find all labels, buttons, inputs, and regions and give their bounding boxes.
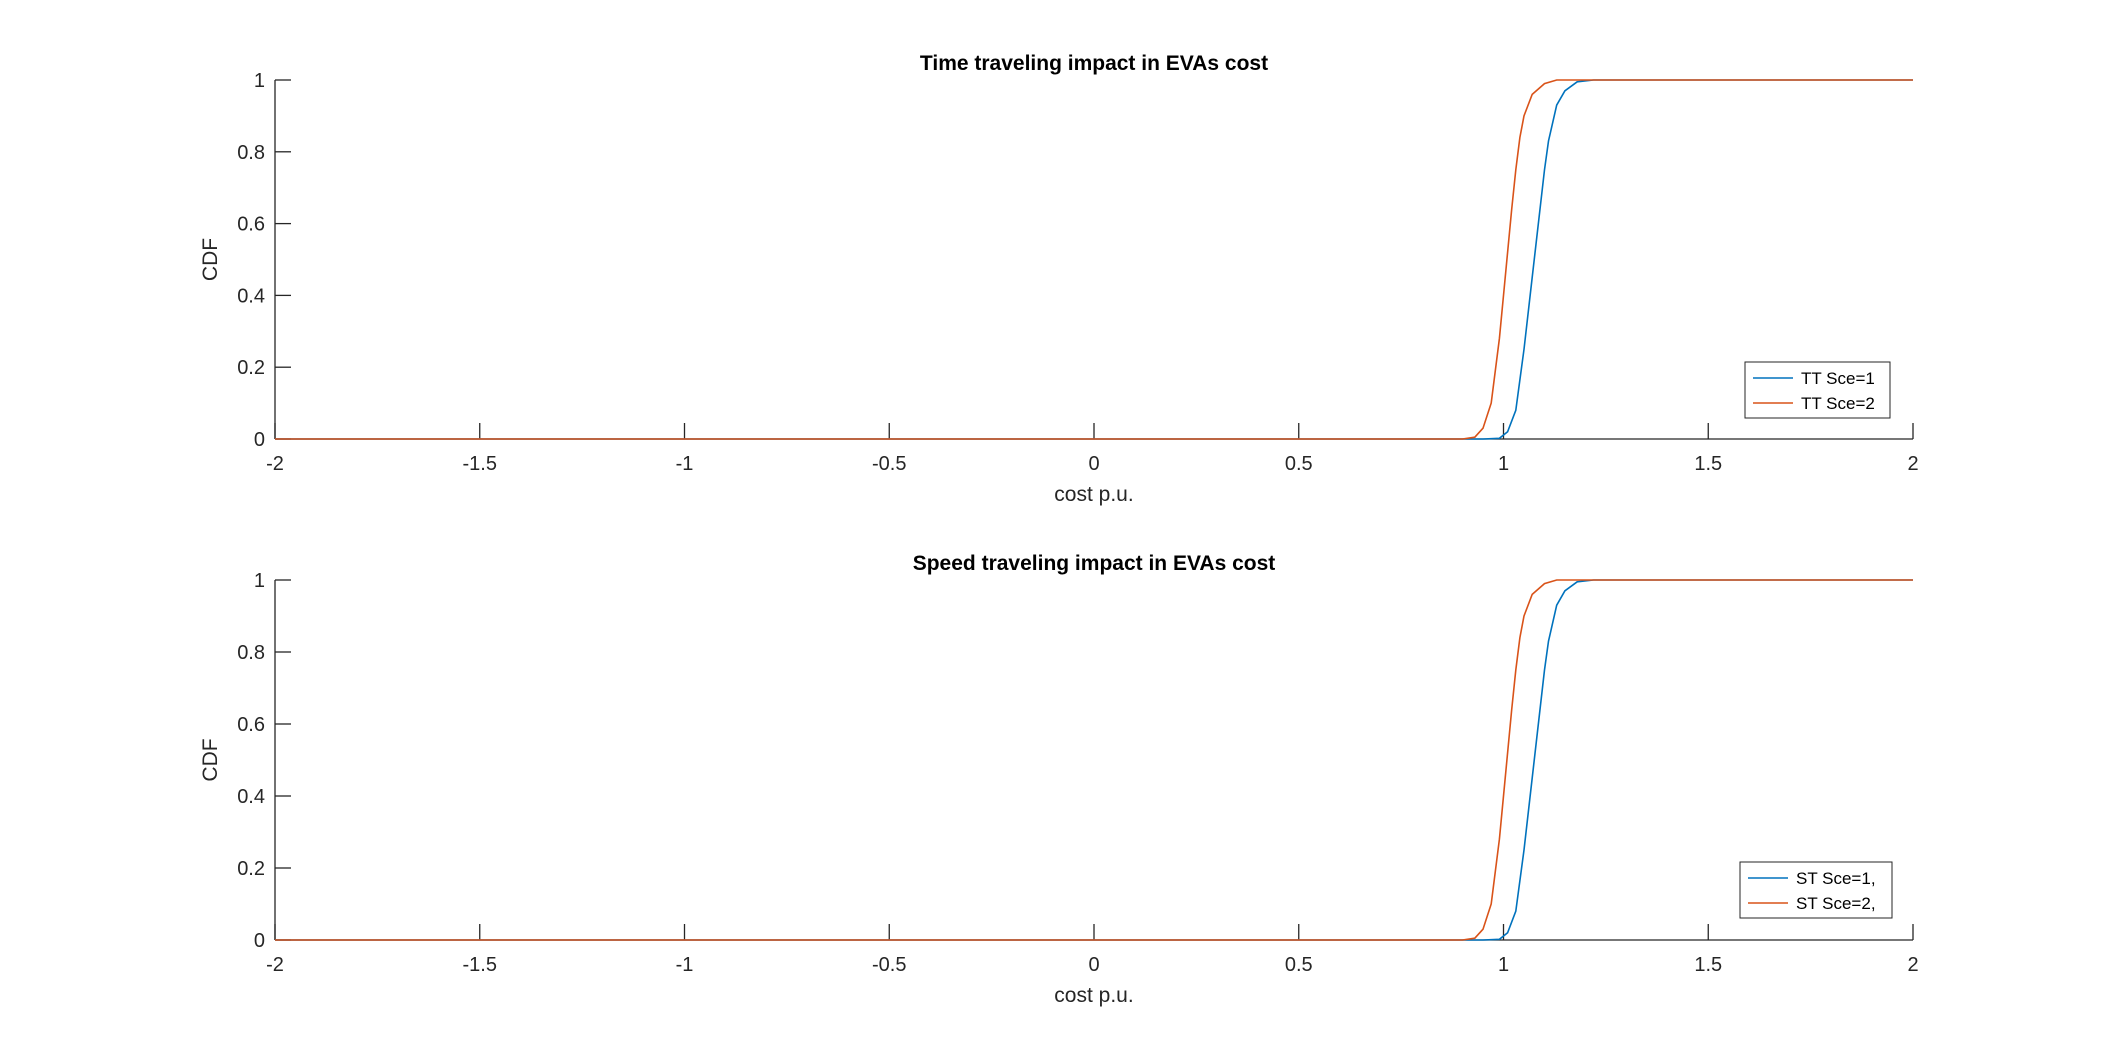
y-tick-label: 0.8 xyxy=(237,642,265,664)
legend: TT Sce=1 TT Sce=2 xyxy=(1744,361,1891,419)
series-line-2 xyxy=(275,579,1913,941)
y-tick-label: 0.8 xyxy=(237,142,265,164)
y-axis-label: CDF xyxy=(199,238,222,281)
x-tick-label: 0.5 xyxy=(1285,954,1313,976)
y-tick-label: 0.4 xyxy=(237,285,265,307)
x-tick-label: -2 xyxy=(266,453,284,475)
x-tick-label: 1 xyxy=(1498,453,1509,475)
series-line-1 xyxy=(275,579,1913,941)
x-tick-label: -1.5 xyxy=(463,453,497,475)
y-tick-label: 0.4 xyxy=(237,786,265,808)
subplot-time-traveling: -2 -1.5 -1 -0.5 0 0.5 1 1.5 2 0 0.2 0.4 0.6 0.8 1 Time … xyxy=(199,52,1919,506)
x-tick-label: 1 xyxy=(1498,954,1509,976)
y-axis-label: CDF xyxy=(199,738,222,781)
legend: ST Sce=1, ST Sce=2, xyxy=(1739,861,1893,919)
x-tick-label: 1.5 xyxy=(1694,954,1722,976)
x-tick-label: -1.5 xyxy=(463,954,497,976)
x-tick-label: 1.5 xyxy=(1694,453,1722,475)
x-tick-label: 2 xyxy=(1907,954,1918,976)
x-tick-label: 0.5 xyxy=(1285,453,1313,475)
y-tick-label: 0.2 xyxy=(237,357,265,379)
x-tick-label: -2 xyxy=(266,954,284,976)
plot-title: Time traveling impact in EVAs cost xyxy=(920,52,1268,75)
legend-box xyxy=(1744,361,1891,419)
series-line-1 xyxy=(275,79,1913,440)
y-tick-label: 0 xyxy=(254,930,265,952)
y-tick-label: 0.6 xyxy=(237,214,265,236)
x-axis-label: cost p.u. xyxy=(1054,984,1133,1007)
series-line-2 xyxy=(275,79,1913,440)
y-tick-label: 0.2 xyxy=(237,858,265,880)
y-tick-label: 0 xyxy=(254,429,265,451)
legend-label-1: ST Sce=1, xyxy=(1796,869,1876,888)
x-axis-label: cost p.u. xyxy=(1054,483,1133,506)
x-tick-label: 2 xyxy=(1907,453,1918,475)
legend-label-2: TT Sce=2 xyxy=(1801,394,1875,413)
x-tick-label: 0 xyxy=(1088,954,1099,976)
x-tick-label: -1 xyxy=(676,954,694,976)
x-tick-label: -0.5 xyxy=(872,954,906,976)
legend-box xyxy=(1739,861,1893,919)
subplot-speed-traveling: -2 -1.5 -1 -0.5 0 0.5 1 1.5 2 0 0.2 0.4 0.6 0.8 1 Speed… xyxy=(199,552,1919,1007)
x-tick-label: 0 xyxy=(1088,453,1099,475)
legend-label-2: ST Sce=2, xyxy=(1796,894,1876,913)
plot-title: Speed traveling impact in EVAs cost xyxy=(913,552,1276,575)
y-tick-label: 1 xyxy=(254,70,265,92)
x-tick-label: -0.5 xyxy=(872,453,906,475)
y-tick-label: 1 xyxy=(254,570,265,592)
x-tick-label: -1 xyxy=(676,453,694,475)
legend-label-1: TT Sce=1 xyxy=(1801,369,1875,388)
y-tick-label: 0.6 xyxy=(237,714,265,736)
